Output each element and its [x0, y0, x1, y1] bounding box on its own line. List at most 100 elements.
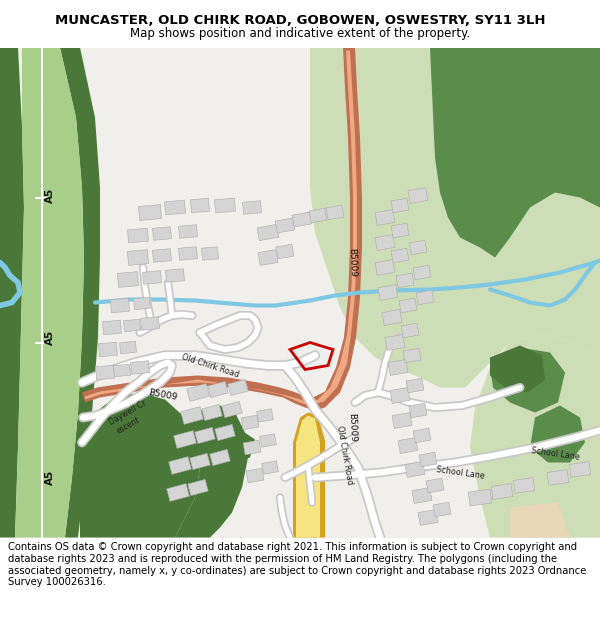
Bar [173, 431, 196, 448]
Bar [166, 269, 184, 282]
Bar [143, 271, 161, 284]
Bar [412, 488, 432, 504]
Bar [242, 201, 262, 214]
Bar [408, 188, 428, 204]
Polygon shape [490, 346, 545, 392]
Bar [409, 240, 427, 255]
Bar [375, 259, 395, 276]
Bar [398, 438, 418, 454]
Bar [98, 342, 118, 357]
Bar [388, 359, 408, 376]
Bar [246, 468, 264, 482]
Bar [190, 453, 210, 469]
Polygon shape [0, 48, 24, 538]
Text: Map shows position and indicative extent of the property.: Map shows position and indicative extent… [130, 28, 470, 41]
Polygon shape [178, 409, 215, 441]
Bar [569, 462, 591, 478]
Bar [433, 503, 451, 517]
Bar [378, 284, 398, 301]
Bar [409, 403, 427, 418]
Bar [326, 205, 344, 220]
Bar [169, 457, 191, 474]
Bar [127, 228, 149, 243]
Bar [118, 272, 139, 288]
Bar [152, 249, 172, 262]
Text: Old Chirk Road: Old Chirk Road [335, 425, 355, 486]
Bar [187, 384, 209, 401]
Bar [167, 484, 190, 501]
Bar [188, 479, 208, 496]
Bar [403, 348, 421, 362]
Text: Daywell Cr: Daywell Cr [108, 398, 148, 427]
Bar [262, 461, 278, 474]
Bar [195, 428, 215, 444]
Bar [426, 478, 444, 492]
Bar [419, 452, 437, 467]
Polygon shape [82, 48, 362, 411]
Text: B5009: B5009 [347, 248, 357, 278]
Text: Contains OS data © Crown copyright and database right 2021. This information is : Contains OS data © Crown copyright and d… [8, 542, 586, 588]
Bar [215, 424, 235, 441]
Polygon shape [210, 429, 255, 464]
Bar [241, 415, 259, 430]
Bar [113, 364, 130, 377]
Bar [152, 227, 172, 240]
Bar [547, 469, 569, 486]
Text: A5: A5 [45, 188, 55, 203]
Bar [275, 218, 295, 233]
Polygon shape [430, 48, 600, 258]
Polygon shape [60, 48, 100, 538]
Text: B5009: B5009 [347, 412, 357, 442]
Bar [222, 401, 242, 418]
Bar [413, 428, 431, 442]
Bar [399, 298, 417, 312]
Bar [181, 407, 203, 424]
Bar [134, 298, 151, 309]
Text: School Lane: School Lane [435, 464, 485, 481]
Bar [95, 365, 115, 380]
Polygon shape [178, 438, 215, 469]
Bar [416, 290, 434, 305]
Bar [214, 198, 236, 213]
Text: B5009: B5009 [148, 389, 178, 402]
Polygon shape [85, 51, 357, 404]
Bar [292, 212, 312, 227]
Text: escent: escent [115, 415, 141, 436]
Polygon shape [530, 406, 585, 462]
Bar [413, 265, 431, 280]
Bar [124, 319, 140, 332]
Polygon shape [490, 348, 565, 413]
Text: MUNCASTER, OLD CHIRK ROAD, GOBOWEN, OSWESTRY, SY11 3LH: MUNCASTER, OLD CHIRK ROAD, GOBOWEN, OSWE… [55, 14, 545, 27]
Bar [406, 378, 424, 392]
Bar [258, 249, 278, 266]
Bar [491, 484, 513, 499]
Polygon shape [80, 392, 200, 538]
Bar [179, 247, 197, 260]
Bar [418, 509, 438, 526]
Polygon shape [293, 412, 325, 538]
Bar [127, 249, 149, 266]
Bar [110, 298, 130, 312]
Bar [139, 204, 161, 221]
Bar [390, 388, 410, 404]
Polygon shape [310, 48, 600, 388]
Bar [375, 234, 395, 251]
Bar [401, 323, 419, 338]
Bar [103, 320, 122, 335]
Bar [396, 273, 414, 288]
Bar [140, 317, 160, 330]
Bar [391, 248, 409, 262]
Bar [405, 461, 425, 478]
Polygon shape [15, 48, 84, 538]
Bar [276, 244, 294, 259]
Text: A5: A5 [45, 470, 55, 485]
Bar [468, 489, 492, 506]
Text: Old Chirk Road: Old Chirk Road [180, 352, 240, 379]
Bar [309, 208, 327, 222]
Bar [190, 198, 209, 212]
Bar [392, 412, 412, 429]
Bar [243, 440, 261, 455]
Text: A5: A5 [45, 330, 55, 345]
Bar [202, 247, 218, 260]
Bar [260, 434, 277, 447]
